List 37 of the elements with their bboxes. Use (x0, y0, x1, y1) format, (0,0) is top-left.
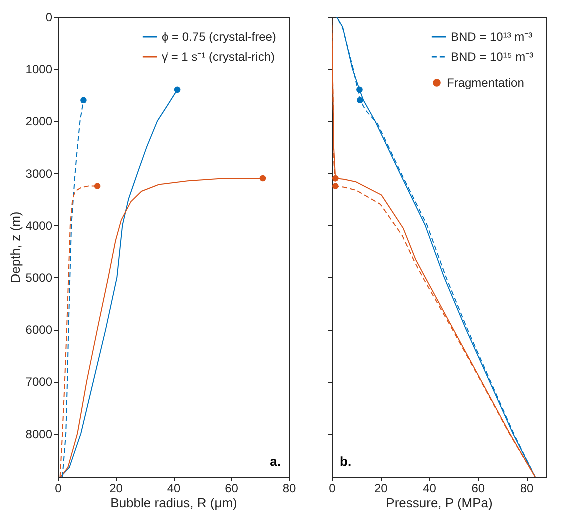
point (332, 183, 339, 190)
y-tick-label: 7000 (26, 375, 53, 390)
x-tick-label: 40 (167, 482, 181, 496)
y-axis-title: Depth, z (m) (8, 212, 23, 284)
legend-label: Fragmentation (447, 76, 524, 90)
legend-label: γ̇ = 1 s⁻¹ (crystal-rich) (162, 50, 276, 64)
x-tick-label: 40 (423, 482, 437, 496)
x-tick-label: 80 (520, 482, 534, 496)
legend-label: BND = 10¹⁵ m⁻³ (451, 50, 534, 64)
y-tick-label: 4000 (26, 218, 53, 233)
y-tick-label: 1000 (26, 62, 53, 77)
x-tick-label: 80 (282, 482, 296, 496)
point (357, 97, 364, 104)
legend-label: ϕ = 0.75 (crystal-free) (162, 30, 276, 44)
x-tick-label: 0 (329, 482, 336, 496)
legend-label: BND = 10¹³ m⁻³ (451, 30, 533, 44)
x-axis-title: Pressure, P (MPa) (386, 496, 493, 510)
point (356, 86, 363, 94)
x-tick-label: 0 (55, 482, 62, 496)
y-tick-label: 6000 (26, 323, 53, 338)
x-tick-label: 60 (225, 482, 239, 496)
point (332, 175, 339, 182)
y-tick-label: 0 (46, 10, 53, 24)
y-tick-label: 3000 (26, 166, 53, 181)
point (174, 86, 181, 94)
x-axis-title: Bubble radius, R (μm) (110, 496, 238, 510)
y-tick-label: 8000 (26, 427, 53, 442)
y-tick-label: 5000 (26, 270, 53, 285)
point (260, 175, 266, 182)
x-tick-label: 20 (110, 482, 124, 496)
x-tick-label: 20 (374, 482, 388, 496)
annotation: a. (270, 454, 281, 469)
x-tick-label: 60 (472, 482, 486, 496)
y-tick-label: 2000 (26, 114, 53, 129)
point (94, 183, 101, 190)
point (80, 97, 87, 104)
annotation: b. (340, 454, 352, 469)
